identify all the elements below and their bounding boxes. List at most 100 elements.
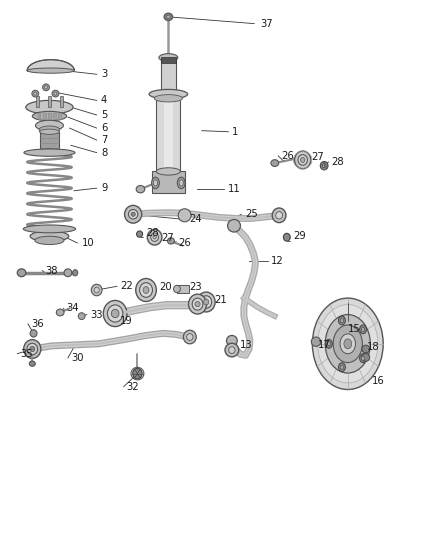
Text: 35: 35	[21, 349, 33, 359]
Ellipse shape	[179, 180, 184, 186]
Ellipse shape	[226, 335, 237, 346]
Ellipse shape	[103, 301, 127, 327]
Ellipse shape	[54, 92, 57, 95]
Text: 28: 28	[146, 228, 159, 238]
Ellipse shape	[64, 269, 72, 277]
Bar	[161, 56, 176, 63]
Bar	[164, 95, 173, 173]
Text: 6: 6	[101, 123, 107, 133]
Ellipse shape	[27, 68, 74, 73]
Ellipse shape	[30, 231, 69, 241]
Ellipse shape	[188, 294, 207, 314]
Ellipse shape	[192, 298, 203, 310]
Ellipse shape	[322, 164, 326, 168]
Bar	[177, 285, 189, 293]
Ellipse shape	[361, 356, 365, 360]
Ellipse shape	[32, 90, 39, 97]
Ellipse shape	[94, 287, 99, 293]
Text: 32: 32	[127, 382, 139, 392]
Ellipse shape	[91, 284, 102, 296]
Ellipse shape	[271, 160, 279, 166]
Ellipse shape	[45, 86, 47, 89]
Ellipse shape	[24, 340, 41, 358]
Ellipse shape	[131, 212, 135, 216]
Bar	[161, 56, 176, 94]
Ellipse shape	[52, 90, 59, 97]
Ellipse shape	[312, 298, 383, 390]
Text: 11: 11	[228, 184, 240, 194]
Text: 5: 5	[101, 110, 107, 120]
Ellipse shape	[339, 316, 346, 325]
Bar	[36, 96, 39, 107]
Ellipse shape	[34, 92, 37, 95]
Ellipse shape	[57, 309, 64, 316]
Text: 27: 27	[311, 152, 324, 162]
Text: 17: 17	[318, 340, 331, 350]
Text: 20: 20	[159, 282, 172, 293]
Text: 33: 33	[90, 310, 103, 320]
Ellipse shape	[136, 185, 145, 193]
Text: 23: 23	[189, 282, 201, 293]
Ellipse shape	[204, 299, 208, 305]
Ellipse shape	[340, 365, 344, 369]
Ellipse shape	[225, 343, 239, 357]
Text: 10: 10	[81, 238, 94, 248]
Ellipse shape	[133, 368, 142, 379]
Ellipse shape	[228, 220, 240, 232]
Text: 9: 9	[101, 183, 107, 193]
Bar	[48, 96, 51, 107]
Ellipse shape	[147, 229, 162, 245]
Ellipse shape	[276, 212, 283, 219]
Ellipse shape	[294, 151, 311, 169]
Ellipse shape	[29, 361, 35, 366]
Text: 34: 34	[67, 303, 79, 313]
Ellipse shape	[149, 90, 187, 99]
Ellipse shape	[153, 180, 158, 186]
Text: 24: 24	[189, 214, 201, 224]
Bar	[152, 172, 185, 193]
Ellipse shape	[124, 205, 142, 223]
Ellipse shape	[111, 309, 119, 318]
Ellipse shape	[27, 343, 38, 355]
Ellipse shape	[73, 270, 78, 276]
Text: 38: 38	[45, 265, 58, 276]
Text: 7: 7	[101, 135, 107, 145]
Ellipse shape	[177, 177, 185, 189]
Ellipse shape	[362, 345, 370, 353]
Ellipse shape	[327, 342, 331, 346]
Ellipse shape	[39, 126, 60, 133]
Ellipse shape	[39, 129, 59, 134]
Text: 21: 21	[215, 295, 227, 305]
Ellipse shape	[42, 84, 49, 91]
Text: 26: 26	[281, 151, 294, 161]
Ellipse shape	[17, 269, 26, 277]
Ellipse shape	[154, 95, 183, 102]
Ellipse shape	[26, 100, 73, 114]
Ellipse shape	[39, 149, 59, 154]
Text: 16: 16	[371, 376, 384, 386]
Text: 3: 3	[101, 69, 107, 79]
Ellipse shape	[159, 54, 178, 61]
Text: 19: 19	[120, 316, 133, 326]
Ellipse shape	[272, 208, 286, 223]
Ellipse shape	[360, 325, 367, 334]
Ellipse shape	[325, 340, 332, 348]
Ellipse shape	[195, 302, 200, 306]
Ellipse shape	[333, 325, 362, 362]
Ellipse shape	[320, 161, 328, 170]
Ellipse shape	[24, 149, 75, 156]
Ellipse shape	[340, 318, 344, 322]
Ellipse shape	[78, 313, 85, 319]
Text: 18: 18	[367, 343, 380, 352]
Ellipse shape	[229, 346, 235, 353]
Ellipse shape	[311, 337, 321, 346]
Ellipse shape	[128, 209, 138, 219]
Ellipse shape	[339, 363, 346, 372]
Ellipse shape	[30, 330, 37, 337]
Text: 37: 37	[260, 19, 272, 29]
Text: 22: 22	[120, 281, 133, 292]
Bar	[60, 96, 63, 107]
Ellipse shape	[166, 15, 170, 19]
Bar	[58, 113, 61, 119]
Text: 29: 29	[293, 231, 306, 241]
